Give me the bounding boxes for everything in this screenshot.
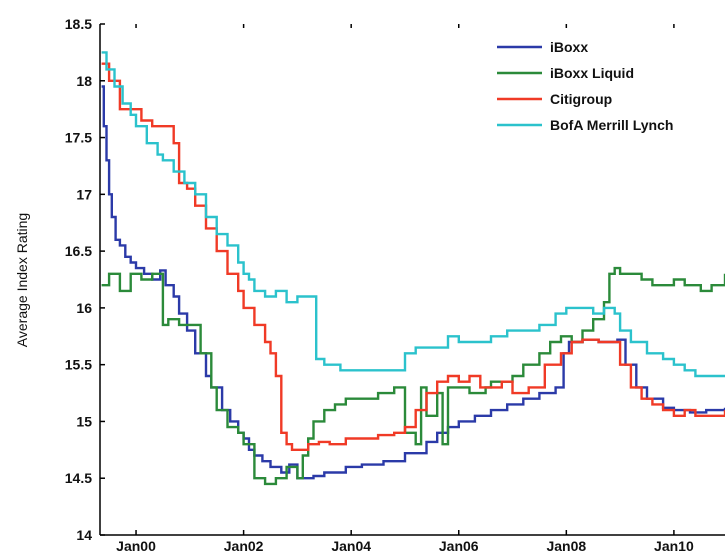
- y-tick-label: 17.5: [65, 130, 92, 146]
- y-tick-label: 16.5: [65, 243, 92, 259]
- legend-label-1: iBoxx Liquid: [550, 65, 634, 81]
- y-axis-label: Average Index Rating: [14, 213, 30, 347]
- series-layer: [101, 51, 725, 486]
- legend-label-3: BofA Merrill Lynch: [550, 117, 673, 133]
- y-tick-label: 14.5: [65, 470, 92, 486]
- y-tick-label: 16: [76, 300, 92, 316]
- x-tick-label: Jan08: [546, 538, 586, 553]
- y-tick-label: 15.5: [65, 357, 92, 373]
- x-tick-label: Jan00: [116, 538, 156, 553]
- legend: iBoxx iBoxx Liquid Citigroup BofA Merrill L…: [497, 39, 673, 133]
- y-tick-label: 15: [76, 413, 92, 429]
- y-tick-label: 14: [76, 527, 92, 543]
- axes-layer: [99, 24, 725, 536]
- legend-label-0: iBoxx: [550, 39, 588, 55]
- y-tick-label: 18.5: [65, 16, 92, 32]
- series-line-2: [101, 62, 725, 451]
- ticks-layer: 14 14.5 15 15.5 16 16.5 17 17.5 18 18.5 Jan00 Jan02…: [65, 16, 694, 554]
- x-tick-label: Jan10: [654, 538, 694, 553]
- series-line-0: [101, 85, 725, 480]
- series-line-1: [101, 266, 725, 486]
- y-tick-label: 17: [76, 186, 92, 202]
- x-tick-label: Jan06: [439, 538, 479, 553]
- x-tick-label: Jan02: [224, 538, 264, 553]
- legend-label-2: Citigroup: [550, 91, 612, 107]
- series-line-3: [101, 51, 725, 378]
- y-tick-label: 18: [76, 73, 92, 89]
- x-tick-label: Jan04: [331, 538, 371, 553]
